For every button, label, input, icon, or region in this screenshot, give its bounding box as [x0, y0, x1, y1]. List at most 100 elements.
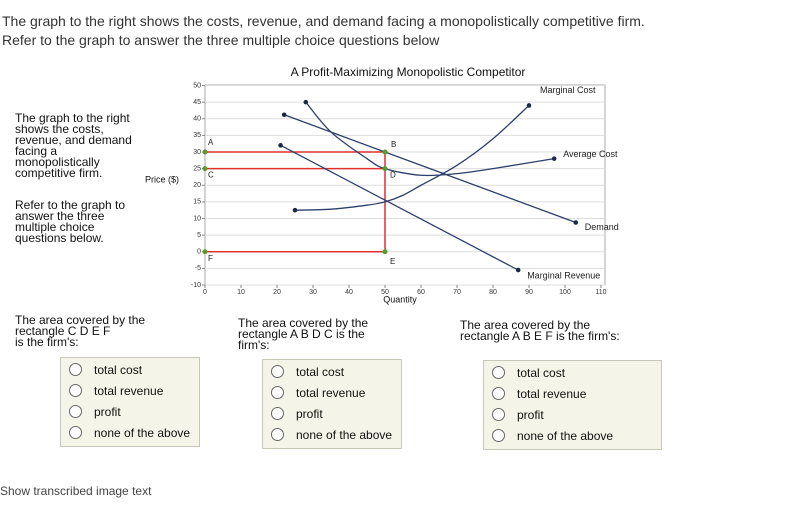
point-label: C [208, 171, 214, 180]
y-tick-label: 35 [193, 132, 201, 139]
question-prompt: The area covered by the rectangle A B D … [238, 316, 369, 352]
x-tick-label: 30 [309, 289, 317, 296]
x-tick-label: 50 [381, 289, 389, 296]
chart: A Profit-Maximizing Monopolistic Competi… [145, 65, 619, 304]
radio-button[interactable] [271, 428, 284, 441]
curve-label: Marginal Cost [540, 85, 596, 95]
y-axis-title: Price ($) [145, 174, 179, 184]
x-axis-title: Quantity [383, 294, 417, 304]
option-label: total revenue [517, 386, 587, 401]
option: profit [492, 404, 544, 425]
radio-button[interactable] [271, 365, 284, 378]
point-label: D [390, 171, 396, 180]
point [202, 149, 208, 155]
x-tick-label: 80 [489, 289, 497, 296]
point-label: E [390, 257, 395, 266]
point [382, 249, 388, 255]
curve-end-point [303, 99, 309, 105]
point [382, 166, 388, 172]
point-label: B [391, 140, 396, 149]
option: total revenue [69, 380, 163, 401]
point [382, 149, 388, 155]
x-tick-label: 0 [203, 289, 207, 296]
curve-end-point [551, 156, 557, 161]
footer-link[interactable]: Show transcribed image text [0, 484, 152, 498]
y-tick-label: 25 [193, 165, 201, 172]
y-tick-label: -10 [191, 282, 201, 289]
radio-button[interactable] [69, 426, 82, 439]
point-label: A [208, 138, 214, 147]
radio-button[interactable] [69, 384, 82, 397]
y-tick-label: 40 [193, 116, 201, 123]
curve-end-point [278, 143, 283, 148]
option: total cost [492, 362, 565, 383]
option-label: profit [94, 404, 121, 419]
option: none of the above [69, 422, 190, 443]
curve-label: Marginal Revenue [527, 270, 600, 280]
intro-line: Refer to the graph to answer the three m… [2, 32, 440, 48]
point-label: F [208, 254, 213, 263]
curve-end-point [526, 103, 532, 108]
point [202, 249, 208, 255]
side-text: The graph to the right shows the costs, … [15, 111, 132, 180]
options-box: total cost total revenue profit none of the… [483, 360, 662, 450]
radio-button[interactable] [271, 407, 284, 420]
y-tick-label: 0 [197, 249, 201, 256]
radio-button[interactable] [492, 366, 505, 379]
options-box: total cost total revenue profit none of the… [60, 357, 200, 447]
y-tick-label: 5 [197, 232, 201, 239]
chart-title: A Profit-Maximizing Monopolistic Competi… [291, 65, 526, 79]
y-tick-label: 10 [193, 215, 201, 222]
option: total revenue [271, 382, 365, 403]
x-tick-label: 90 [525, 289, 533, 296]
option-label: none of the above [517, 428, 614, 443]
option-label: profit [517, 407, 544, 422]
option: total cost [271, 361, 344, 382]
option: total cost [69, 359, 142, 380]
side-text: Refer to the graph to answer the three m… [15, 198, 126, 245]
curve-end-point [281, 112, 287, 118]
x-tick-label: 40 [345, 289, 353, 296]
y-tick-label: 15 [193, 199, 201, 206]
option: profit [69, 401, 121, 422]
option-label: none of the above [94, 425, 191, 440]
x-tick-label: 20 [273, 289, 281, 296]
curve [280, 144, 519, 271]
y-tick-label: -5 [195, 265, 201, 272]
option-label: total revenue [94, 383, 164, 398]
x-tick-label: 10 [237, 289, 245, 296]
curve-label: Average Cost [563, 149, 618, 159]
y-tick-label: 45 [193, 99, 201, 106]
radio-button[interactable] [69, 363, 82, 376]
y-tick-label: 20 [193, 182, 201, 189]
x-tick-label: 100 [559, 289, 571, 296]
question-prompt: The area covered by the rectangle C D E … [15, 313, 146, 349]
option: none of the above [271, 424, 392, 445]
x-tick-label: 70 [453, 289, 461, 296]
intro-line: The graph to the right shows the costs, … [2, 13, 645, 29]
option-label: total revenue [296, 385, 366, 400]
curve-end-point [292, 207, 298, 213]
curve [305, 101, 555, 177]
x-tick-label: 60 [417, 289, 425, 296]
question-prompt: The area covered by the rectangle A B E … [460, 318, 620, 343]
option-label: total cost [296, 364, 345, 379]
option-label: total cost [517, 365, 566, 380]
option-label: total cost [94, 362, 143, 377]
radio-button[interactable] [492, 429, 505, 442]
y-tick-label: 50 [193, 82, 201, 89]
radio-button[interactable] [492, 387, 505, 400]
radio-button[interactable] [69, 405, 82, 418]
options-box: total cost total revenue profit none of the… [262, 359, 402, 449]
curve-end-point [573, 220, 579, 225]
intro: The graph to the right shows the costs, … [2, 12, 645, 50]
y-tick-label: 30 [193, 149, 201, 156]
curve-label: Demand [585, 222, 619, 232]
option: profit [271, 403, 323, 424]
curve [283, 114, 577, 224]
radio-button[interactable] [271, 386, 284, 399]
radio-button[interactable] [492, 408, 505, 421]
curve-end-point [515, 267, 521, 273]
curve [294, 104, 530, 211]
